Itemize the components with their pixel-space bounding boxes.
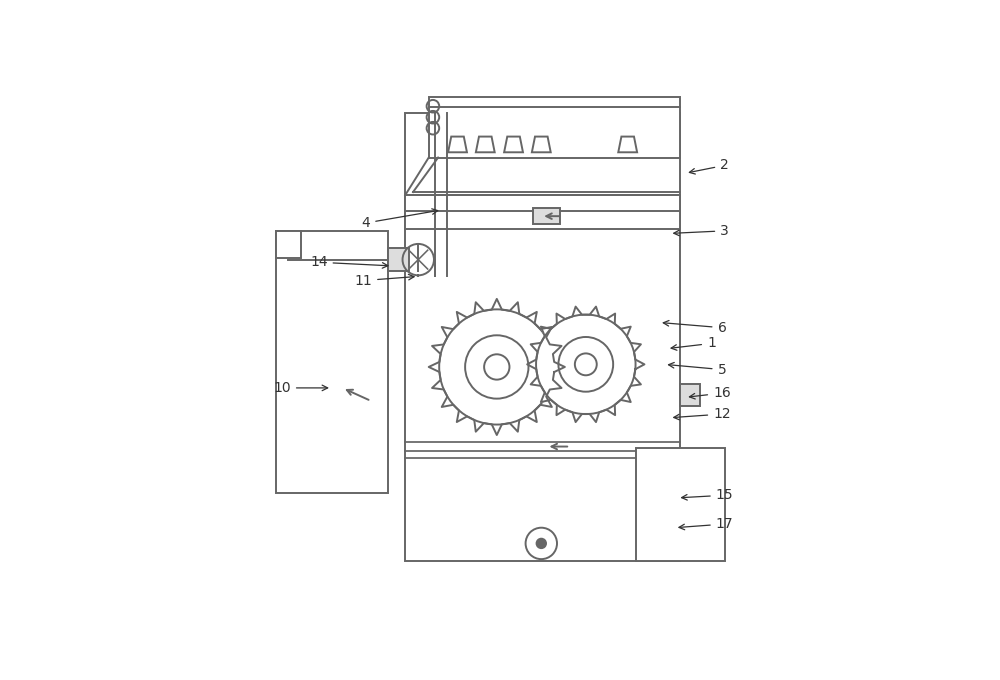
Circle shape <box>537 539 546 548</box>
Text: 6: 6 <box>663 320 726 335</box>
Polygon shape <box>476 137 495 152</box>
Polygon shape <box>429 299 565 435</box>
Bar <box>636 448 725 561</box>
Text: 17: 17 <box>679 517 733 531</box>
Text: 5: 5 <box>669 362 726 377</box>
Text: 4: 4 <box>362 209 438 230</box>
Polygon shape <box>527 307 644 422</box>
Polygon shape <box>532 137 551 152</box>
Text: 10: 10 <box>273 381 328 395</box>
Text: 14: 14 <box>310 255 388 269</box>
Polygon shape <box>448 137 467 152</box>
Circle shape <box>439 309 554 424</box>
Text: 1: 1 <box>671 337 716 350</box>
Bar <box>533 208 560 224</box>
Text: 16: 16 <box>689 386 731 400</box>
Text: 12: 12 <box>674 407 731 421</box>
Bar <box>276 231 388 492</box>
Bar <box>405 113 680 561</box>
Bar <box>429 97 680 158</box>
Bar <box>680 384 700 406</box>
Polygon shape <box>504 137 523 152</box>
Circle shape <box>536 315 636 414</box>
Bar <box>276 231 301 258</box>
Text: 15: 15 <box>682 488 733 503</box>
Text: 3: 3 <box>674 224 729 238</box>
Bar <box>405 195 680 229</box>
Bar <box>388 248 409 271</box>
Text: 11: 11 <box>354 273 414 288</box>
Text: 2: 2 <box>689 158 729 174</box>
Polygon shape <box>618 137 637 152</box>
